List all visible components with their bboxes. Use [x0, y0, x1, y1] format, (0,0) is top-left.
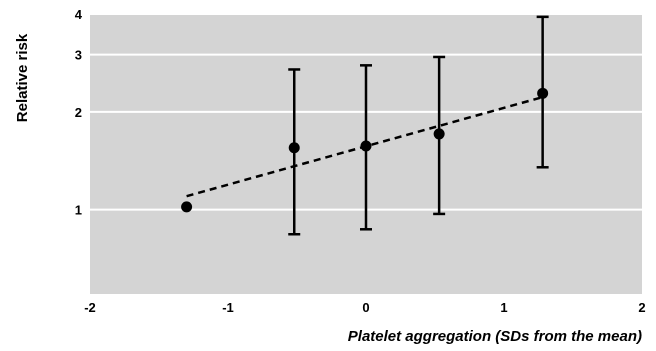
- data-point-4: [537, 87, 549, 99]
- data-points: [181, 87, 549, 213]
- x-tick-label-neg2: -2: [84, 300, 96, 315]
- x-tick-label-neg1: -1: [222, 300, 234, 315]
- y-tick-label-3: 3: [75, 48, 82, 63]
- y-tick-label-4: 4: [75, 7, 83, 22]
- y-tick-label-2: 2: [75, 105, 82, 120]
- data-point-3: [433, 128, 445, 140]
- y-tick-labels: 1 2 3 4: [75, 7, 83, 218]
- x-tick-label-2: 2: [638, 300, 645, 315]
- y-tick-label-1: 1: [75, 203, 82, 218]
- data-point-2: [360, 140, 372, 152]
- data-point-0: [181, 201, 193, 213]
- x-axis-title: Platelet aggregation (SDs from the mean): [348, 328, 642, 345]
- x-tick-labels: -2 -1 0 1 2: [84, 300, 645, 315]
- data-point-1: [288, 142, 300, 154]
- x-tick-label-1: 1: [500, 300, 507, 315]
- x-tick-label-0: 0: [362, 300, 369, 315]
- y-axis-title: Relative risk: [14, 33, 31, 122]
